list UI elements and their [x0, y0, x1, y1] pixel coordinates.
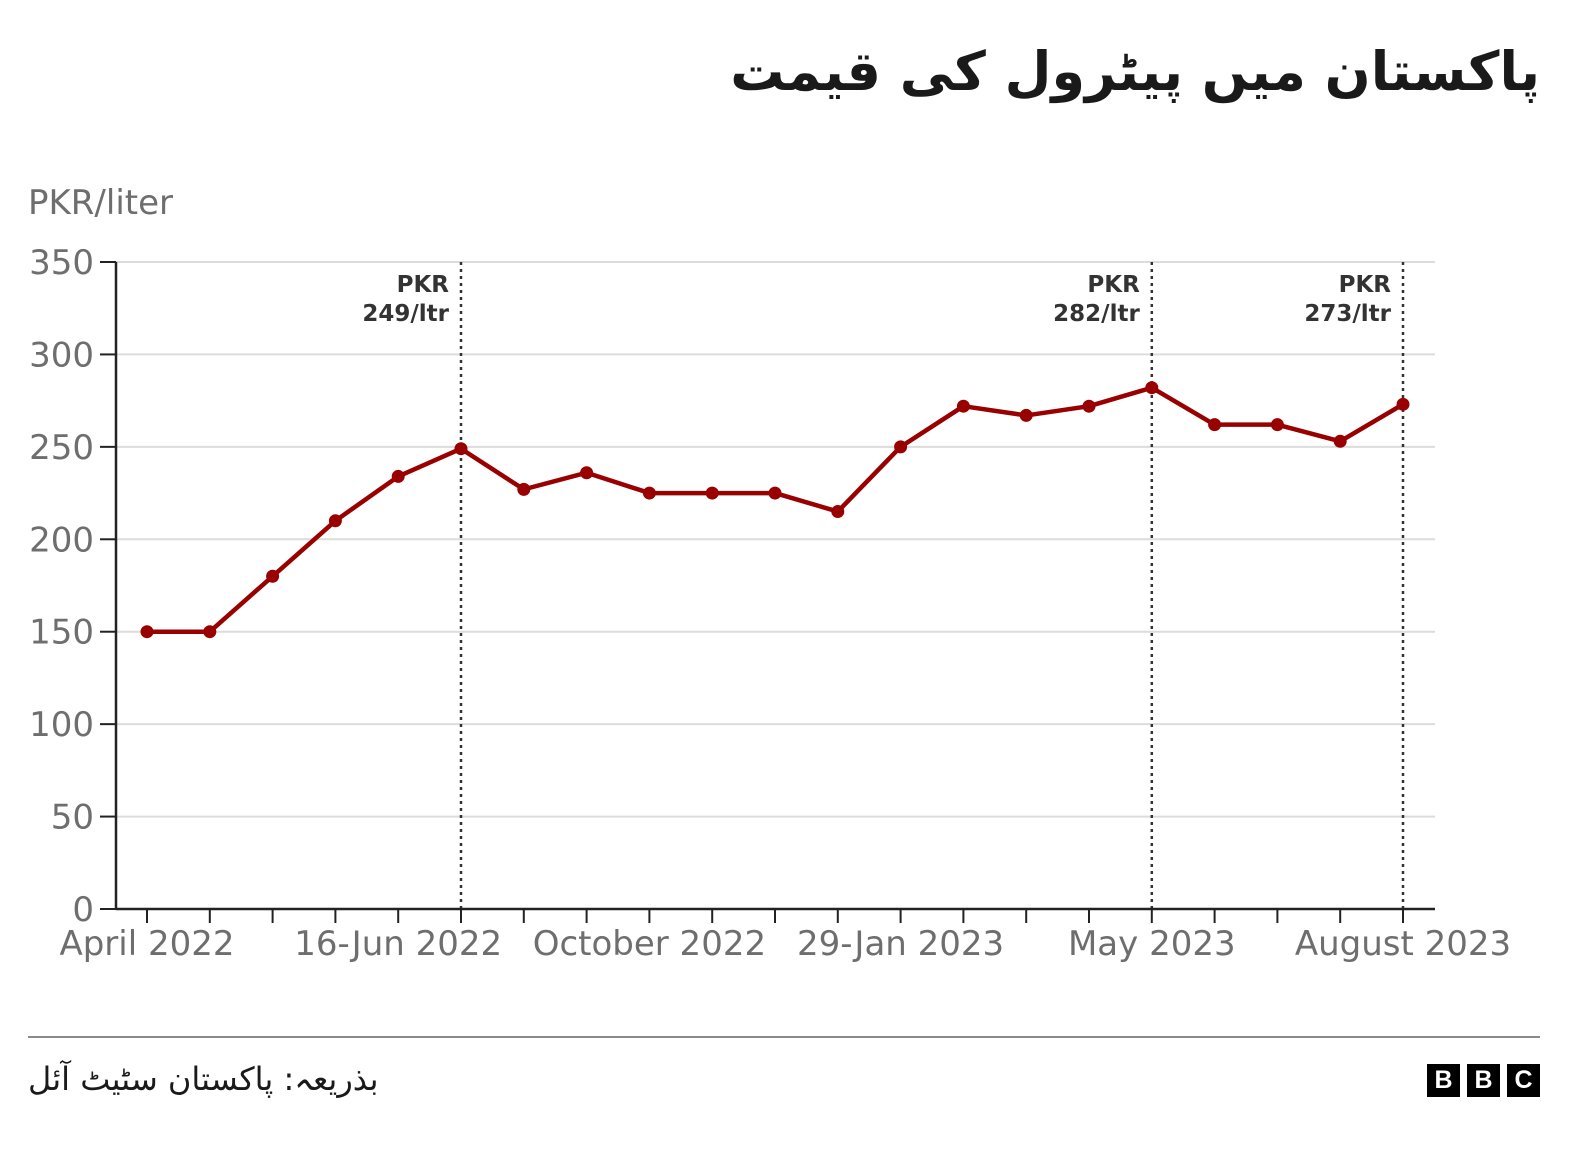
data-point: [1208, 418, 1222, 432]
bbc-logo-block: B: [1427, 1064, 1460, 1097]
data-point: [1270, 418, 1284, 432]
data-point: [517, 482, 531, 496]
data-point: [391, 469, 405, 483]
x-tick-label: 29-Jan 2023: [797, 924, 1004, 964]
y-tick-label: 300: [29, 335, 94, 375]
x-tick-label: October 2022: [533, 924, 766, 964]
annotation-label: 249/ltr: [362, 301, 449, 327]
data-point: [328, 514, 342, 528]
y-tick-label: 200: [29, 520, 94, 560]
data-point: [140, 625, 154, 639]
data-point: [1082, 399, 1096, 413]
y-tick-label: 150: [29, 613, 94, 653]
source-note: بذریعہ: پاکستان سٹیٹ آئل: [28, 1060, 379, 1098]
footer-divider: [28, 1036, 1540, 1038]
data-point: [1019, 408, 1033, 422]
annotation-labels: PKR 249/ltr PKR 282/ltr PKR 273/ltr: [362, 272, 1391, 327]
data-point: [705, 486, 719, 500]
data-point: [1396, 397, 1410, 411]
data-point: [1145, 381, 1159, 395]
annotation-label: 282/ltr: [1053, 301, 1140, 327]
y-tick-label: 50: [51, 798, 94, 838]
x-tick-label: April 2022: [59, 924, 234, 964]
data-point: [454, 442, 468, 456]
axes: [114, 262, 1435, 911]
data-point: [642, 486, 656, 500]
x-tick-label: 16-Jun 2022: [294, 924, 502, 964]
annotation-label: PKR: [397, 272, 450, 298]
chart-title: پاکستان میں پیٹرول کی قیمت: [730, 40, 1540, 103]
x-tick-label: August 2023: [1295, 924, 1511, 964]
data-point: [203, 625, 217, 639]
x-tick-labels: April 2022 16-Jun 2022 October 2022 29-Jan …: [59, 909, 1511, 964]
annotation-label: PKR: [1339, 272, 1392, 298]
bbc-logo-block: B: [1467, 1064, 1500, 1097]
x-tick-label: May 2023: [1068, 924, 1236, 964]
annotation-lines: [459, 262, 1405, 909]
data-point: [894, 440, 908, 454]
y-tick-label: 350: [29, 243, 94, 283]
line-chart: PKR/liter 0 50 100 150 200 250 300 350 April 20…: [28, 183, 1511, 964]
grid-lines: [116, 261, 1435, 818]
y-tick-labels: 0 50 100 150 200 250 300 350: [29, 243, 116, 930]
data-point: [768, 486, 782, 500]
annotation-label: PKR: [1087, 272, 1140, 298]
y-tick-label: 100: [29, 705, 94, 745]
data-point: [956, 399, 970, 413]
annotation-label: 273/ltr: [1304, 301, 1391, 327]
price-series: [140, 381, 1410, 639]
bbc-logo-block: C: [1507, 1064, 1540, 1097]
data-point: [1333, 434, 1347, 448]
y-tick-label: 0: [72, 890, 94, 930]
y-axis-label: PKR/liter: [28, 183, 173, 223]
bbc-logo: B B C: [1427, 1064, 1540, 1097]
y-tick-label: 250: [29, 428, 94, 468]
data-point: [831, 505, 845, 519]
data-point: [580, 466, 594, 480]
data-point: [266, 569, 280, 583]
